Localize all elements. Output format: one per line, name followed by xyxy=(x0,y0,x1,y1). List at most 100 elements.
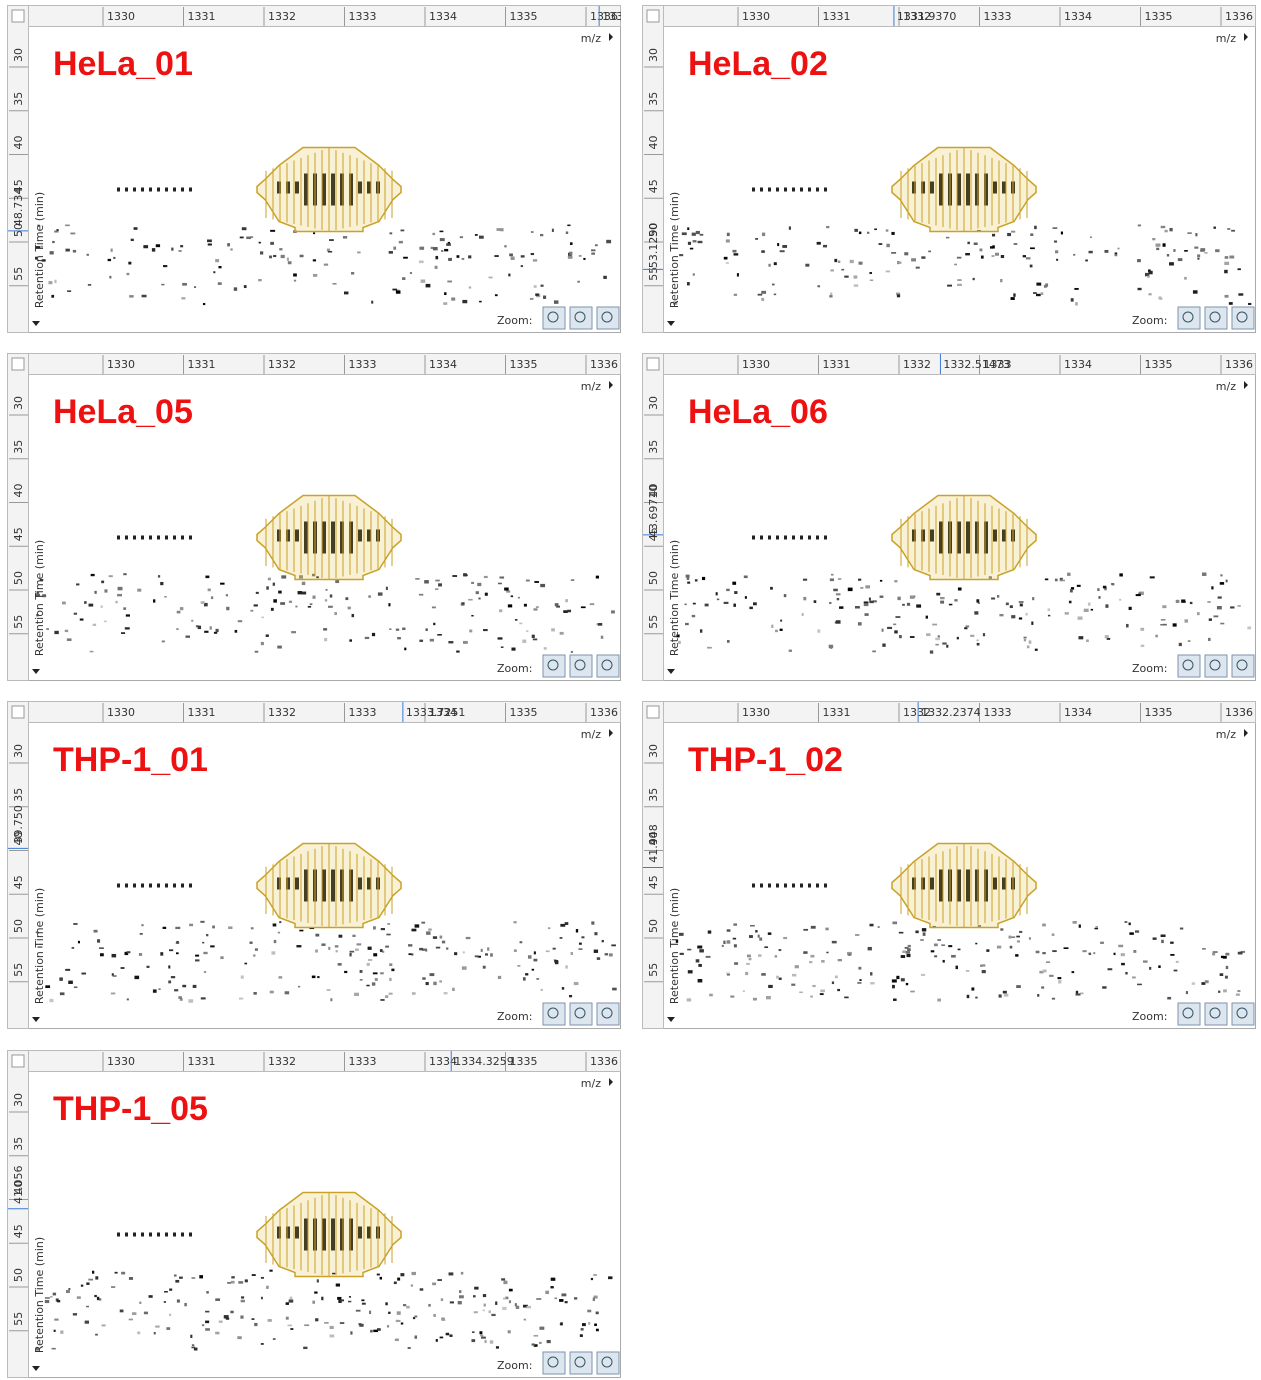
zoom-fit-button[interactable] xyxy=(597,1003,619,1025)
peak-dot xyxy=(921,256,925,258)
peak-dot xyxy=(901,955,905,958)
peak-dot xyxy=(1105,604,1108,607)
peak-dot xyxy=(54,231,58,233)
zoom-fit-button[interactable] xyxy=(1232,1003,1254,1025)
peak-dot xyxy=(127,951,131,953)
corner-checkbox[interactable] xyxy=(647,10,659,22)
peak-dot xyxy=(805,264,809,267)
peak-dot xyxy=(820,993,824,995)
peak-dot xyxy=(1162,605,1166,608)
peak-dot xyxy=(1105,635,1109,638)
y-axis-label: Retention Time (min) xyxy=(668,192,681,308)
zoom-fit-button[interactable] xyxy=(597,1352,619,1374)
peak-dot xyxy=(472,1331,475,1333)
peak-dot xyxy=(54,631,58,634)
peak-dot xyxy=(158,988,160,990)
peak-dot xyxy=(687,998,691,1001)
peak-dot xyxy=(882,629,884,632)
peak-dot xyxy=(922,928,926,931)
peak-dot xyxy=(444,292,446,295)
spectrum-panel: 1330133113321333133413351336303540455055… xyxy=(7,701,621,1029)
zoom-fit-button[interactable] xyxy=(1232,655,1254,677)
peak-dot xyxy=(816,884,819,888)
peak-dot xyxy=(391,969,394,972)
peak-dot xyxy=(716,592,718,595)
zoom-out-button[interactable] xyxy=(1205,307,1227,329)
peak-dot xyxy=(362,1303,366,1305)
zoom-out-button[interactable] xyxy=(570,655,592,677)
zoom-out-button[interactable] xyxy=(1205,655,1227,677)
peak-dot xyxy=(1173,249,1175,252)
peak-dot xyxy=(205,1311,209,1313)
zoom-fit-button[interactable] xyxy=(1232,307,1254,329)
corner-checkbox[interactable] xyxy=(12,10,24,22)
corner-checkbox[interactable] xyxy=(12,706,24,718)
peak-dot xyxy=(734,253,739,255)
peak-dot xyxy=(795,965,799,968)
peak-dot xyxy=(424,580,429,583)
peak-dot xyxy=(462,602,465,604)
zoom-out-button[interactable] xyxy=(570,1003,592,1025)
corner-checkbox[interactable] xyxy=(647,358,659,370)
y-tick-label: 55 xyxy=(647,963,660,977)
peak-dot xyxy=(892,985,895,988)
zoom-in-button[interactable] xyxy=(543,307,565,329)
peak-dot xyxy=(515,619,518,621)
peak-dot xyxy=(1121,963,1125,965)
peak-dot xyxy=(401,1322,403,1324)
peak-dot xyxy=(303,1347,307,1349)
zoom-in-button[interactable] xyxy=(543,1003,565,1025)
peak-dot xyxy=(1140,628,1144,631)
zoom-out-button[interactable] xyxy=(570,307,592,329)
peak-dot xyxy=(412,1272,416,1275)
peak-dot xyxy=(155,1326,159,1328)
peak-dot xyxy=(133,884,136,888)
peak-dot xyxy=(1192,982,1195,985)
zoom-fit-button[interactable] xyxy=(597,307,619,329)
peak-dot xyxy=(508,604,512,607)
peak-dot xyxy=(1035,649,1038,651)
peak-dot xyxy=(426,982,429,985)
peak-dot xyxy=(73,923,77,925)
peak-dot xyxy=(60,992,65,995)
peak-dot xyxy=(459,1295,464,1298)
zoom-in-button[interactable] xyxy=(543,1352,565,1374)
zoom-out-button[interactable] xyxy=(570,1352,592,1374)
peak-dot xyxy=(125,536,128,540)
peak-dot xyxy=(442,941,445,944)
peak-dot xyxy=(50,1296,52,1298)
peak-dot xyxy=(1214,615,1219,617)
peak-dot xyxy=(324,638,327,641)
corner-checkbox[interactable] xyxy=(12,358,24,370)
peak-dot xyxy=(366,985,369,987)
peak-dot xyxy=(682,232,687,235)
zoom-in-button[interactable] xyxy=(543,655,565,677)
peak-dot xyxy=(328,251,332,253)
peak-dot xyxy=(1226,580,1228,583)
corner-checkbox[interactable] xyxy=(647,706,659,718)
zoom-in-button[interactable] xyxy=(1178,655,1200,677)
peak-dot xyxy=(803,579,807,581)
peak-dot xyxy=(163,265,167,267)
x-tick-label: 1330 xyxy=(742,358,770,371)
peak-dot xyxy=(501,1278,505,1280)
corner-checkbox[interactable] xyxy=(12,1055,24,1067)
peak-dot xyxy=(396,290,400,293)
zoom-out-button[interactable] xyxy=(1205,1003,1227,1025)
spectrum-panel: 1330133113321333133413351336303540455055… xyxy=(7,1050,621,1378)
peak-dot xyxy=(65,249,69,252)
peak-dot xyxy=(864,613,868,616)
peak-dot xyxy=(609,953,613,956)
peak-dot xyxy=(452,575,457,577)
peak-dot xyxy=(569,252,572,255)
peak-dot xyxy=(567,225,570,227)
zoom-in-button[interactable] xyxy=(1178,1003,1200,1025)
zoom-fit-button[interactable] xyxy=(597,655,619,677)
peak-dot xyxy=(700,234,704,236)
x-tick-label: 1336 xyxy=(590,706,618,719)
peak-dot xyxy=(351,272,354,275)
x-cursor-label: 1336.1631 xyxy=(602,10,621,23)
zoom-in-button[interactable] xyxy=(1178,307,1200,329)
peak-dot xyxy=(101,581,104,584)
peak-dot xyxy=(808,536,811,540)
